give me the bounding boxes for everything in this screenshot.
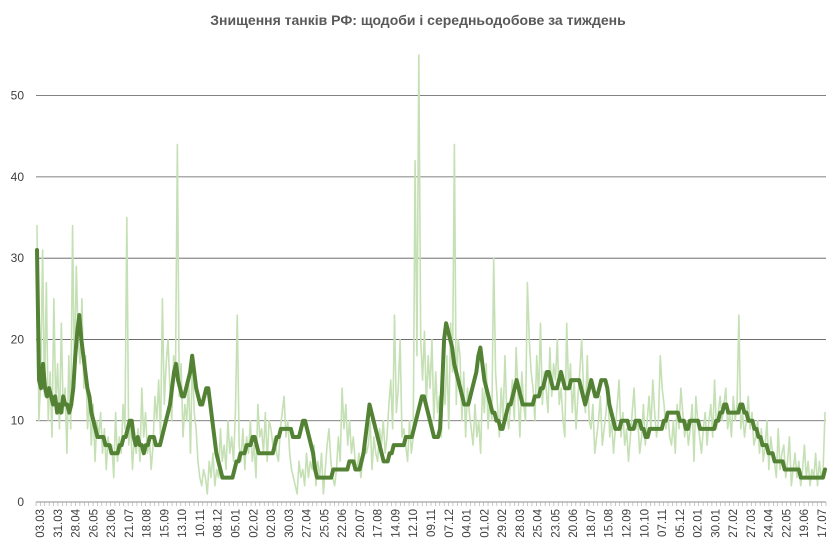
x-tick-label: 02.03 <box>266 509 278 538</box>
x-tick-label: 25.04 <box>533 508 545 537</box>
x-tick-label: 22.05 <box>781 509 793 538</box>
x-tick-label: 12.10 <box>408 509 420 538</box>
y-axis-ticks: 0 10 20 30 40 50 <box>11 89 25 509</box>
x-tick-label: 09.11 <box>426 509 438 537</box>
x-tick-label: 18.08 <box>142 509 154 538</box>
x-axis: 03.03 31.03 28.04 26.05 23.06 21.07 18.08 15.09… <box>35 501 829 538</box>
x-tick-label: 21.07 <box>124 509 136 538</box>
x-tick-label: 27.03 <box>746 509 758 538</box>
x-tick-label: 23.06 <box>106 509 118 538</box>
x-tick-label: 10.11 <box>195 509 207 537</box>
x-tick-label: 27.04 <box>302 508 314 537</box>
chart-series <box>35 54 827 495</box>
x-tick-label: 01.02 <box>479 509 491 538</box>
x-tick-label: 25.05 <box>319 509 331 538</box>
x-tick-label: 30.03 <box>284 509 296 538</box>
x-tick-label: 13.10 <box>177 509 189 538</box>
chart-title: Знищення танків РФ: щодоби і середньодоб… <box>210 12 626 28</box>
x-tick-label: 12.09 <box>622 509 634 538</box>
x-tick-label: 05.01 <box>231 509 243 538</box>
x-tick-label: 19.06 <box>799 509 811 538</box>
x-tick-label: 29.02 <box>497 509 509 538</box>
x-tick-label: 02.01 <box>693 509 705 538</box>
x-tick-label: 10.10 <box>639 509 651 538</box>
x-tick-label: 04.01 <box>462 509 474 538</box>
y-tick-label: 40 <box>11 170 25 184</box>
x-tick-label: 02.02 <box>248 509 260 538</box>
x-tick-label: 28.03 <box>515 509 527 538</box>
y-tick-label: 50 <box>11 89 25 103</box>
x-tick-label: 07.12 <box>444 509 456 538</box>
x-tick-label: 18.07 <box>586 509 598 538</box>
y-tick-label: 20 <box>11 332 25 346</box>
weekly-average-line <box>35 248 827 480</box>
x-tick-label: 20.07 <box>355 509 367 538</box>
x-tick-label: 03.03 <box>35 509 47 538</box>
daily-series-line <box>36 54 826 495</box>
y-tick-label: 30 <box>11 251 25 265</box>
x-tick-label: 17.08 <box>373 509 385 538</box>
x-tick-label: 15.08 <box>604 509 616 538</box>
x-tick-label: 26.05 <box>88 509 100 538</box>
x-tick-label: 14.09 <box>390 509 402 538</box>
x-tick-label: 15.09 <box>159 509 171 538</box>
x-tick-label: 27.02 <box>728 509 740 538</box>
x-tick-label: 28.04 <box>71 508 83 537</box>
y-tick-label: 10 <box>11 414 25 428</box>
x-tick-label: 07.11 <box>657 509 669 537</box>
x-tick-label: 22.06 <box>337 509 349 538</box>
x-tick-label: 20.06 <box>568 509 580 538</box>
x-tick-label: 31.03 <box>53 509 65 538</box>
x-tick-label: 05.12 <box>675 509 687 538</box>
x-tick-label: 30.01 <box>710 509 722 538</box>
x-tick-label: 08.12 <box>213 509 225 538</box>
x-tick-label: 17.07 <box>817 509 829 538</box>
x-tick-label: 23.05 <box>550 509 562 538</box>
y-tick-label: 0 <box>17 495 24 509</box>
x-tick-label: 24.04 <box>764 508 776 537</box>
